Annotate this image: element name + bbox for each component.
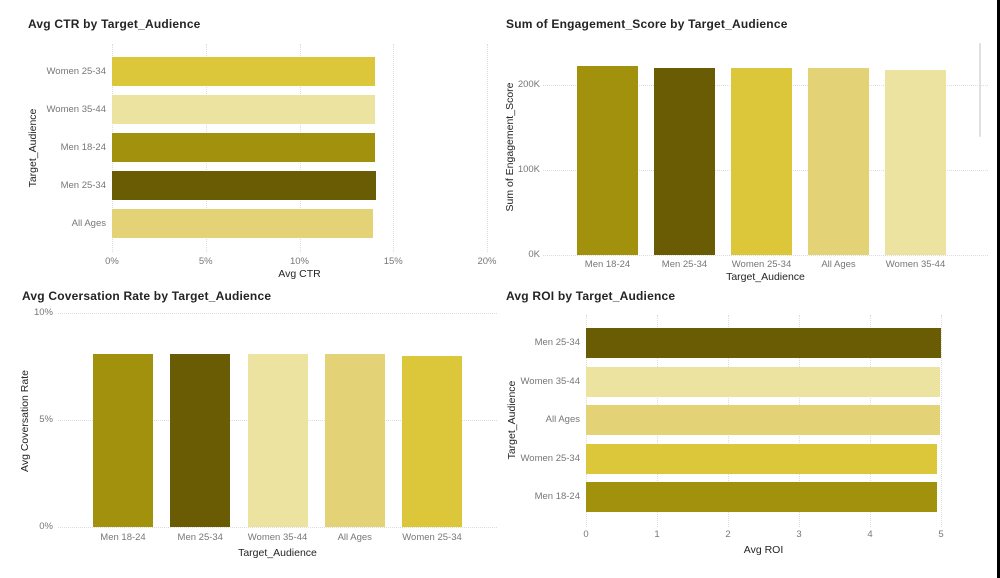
bar-women-35-44[interactable] [112,95,375,124]
category-label: Women 35-44 [247,532,308,543]
bar-men-25-34[interactable] [654,68,715,255]
chart-engagement-score: Sum of Engagement_Score by Target_Audien… [500,0,1000,285]
bar-women-35-44[interactable] [885,69,946,255]
gridline [487,44,488,252]
chart-conversation-rate: Avg Coversation Rate by Target_Audience … [0,285,500,578]
bar-all-ages[interactable] [586,405,940,436]
x-tick-label: 5% [198,256,213,267]
category-label: Men 18-24 [534,491,580,503]
category-label: Men 25-34 [60,179,106,191]
category-label: Men 25-34 [534,337,580,349]
bar-women-35-44[interactable] [247,353,308,527]
category-label: All Ages [821,259,856,270]
gridline [941,315,942,527]
visual-scrollbar[interactable] [979,43,981,137]
gridline [393,44,395,252]
category-label: Men 25-34 [661,259,708,270]
y-tick-label: 0K [528,249,540,260]
x-tick-label: 2 [725,529,731,540]
x-tick-label: 20% [477,256,497,267]
chart-avg-ctr: Avg CTR by Target_Audience Target_Audien… [0,0,500,285]
y-tick-label: 10% [33,307,53,318]
y-tick-label: 5% [39,414,53,425]
gridline [58,527,497,528]
bar-women-35-44[interactable] [586,366,940,397]
category-label: Women 35-44 [46,103,107,115]
category-label: Women 35-44 [520,375,581,387]
chart-title: Avg Coversation Rate by Target_Audience [22,289,272,303]
x-tick-label: 0 [583,529,589,540]
bar-men-25-34[interactable] [170,353,231,527]
category-label: Men 18-24 [60,141,106,153]
y-tick-label: 100K [517,164,540,175]
x-tick-label: 3 [796,529,802,540]
window-right-edge [997,0,1000,578]
bar-men-18-24[interactable] [577,66,638,255]
x-tick-label: 10% [289,256,309,267]
chart-title: Avg CTR by Target_Audience [28,17,201,31]
x-tick-label: 4 [867,529,873,540]
gridline [58,313,497,314]
bar-all-ages[interactable] [112,209,373,238]
category-label: Women 25-34 [46,65,107,77]
x-axis-title: Target_Audience [726,271,805,283]
bar-men-25-34[interactable] [112,171,377,200]
category-label: Men 18-24 [584,259,631,270]
plot-area: 0% 5% 10% 15% 20% Women 25-34 Women 35-44 Men 1… [0,0,500,285]
x-tick-label: 5 [938,529,944,540]
category-label: Women 35-44 [885,259,946,270]
category-label: Men 25-34 [177,532,223,543]
chart-title: Sum of Engagement_Score by Target_Audien… [506,17,788,31]
chart-avg-roi: Avg ROI by Target_Audience Target_Audien… [500,285,1000,578]
gridline [543,255,988,256]
category-label: Women 25-34 [520,452,581,464]
plot-area: 0K 100K 200K Men 18-24 Men 25-34 Women 25-34 A… [500,0,1000,285]
bar-women-25-34[interactable] [402,355,463,527]
x-tick-label: 15% [383,256,403,267]
category-label: All Ages [545,414,580,426]
chart-title: Avg ROI by Target_Audience [506,289,676,303]
bar-men-25-34[interactable] [586,328,941,359]
y-tick-label: 0% [39,521,53,532]
x-axis-title: Avg CTR [278,268,321,280]
bar-men-18-24[interactable] [93,353,154,527]
category-label: Men 18-24 [100,532,146,543]
plot-area: 0% 5% 10% Men 18-24 Men 25-34 Women 35-44 All … [0,285,500,578]
x-tick-label: 1 [654,529,660,540]
bar-men-18-24[interactable] [112,133,375,162]
x-axis-title: Target_Audience [238,547,317,559]
plot-area: 0 1 2 3 4 5 Men 25-34 Women 35-44 All Ages Women … [500,285,1000,578]
category-label: All Ages [337,532,372,543]
bar-men-18-24[interactable] [586,482,938,513]
category-label: Women 25-34 [402,532,462,543]
bar-all-ages[interactable] [808,68,869,255]
category-label: Women 25-34 [731,259,792,270]
category-label: All Ages [71,217,106,229]
x-tick-label: 0% [105,256,119,267]
bar-all-ages[interactable] [324,353,385,527]
y-tick-label: 200K [517,79,540,90]
x-axis-title: Avg ROI [743,544,784,556]
bar-women-25-34[interactable] [112,57,375,86]
bar-women-25-34[interactable] [586,443,938,474]
bar-women-25-34[interactable] [731,68,792,255]
